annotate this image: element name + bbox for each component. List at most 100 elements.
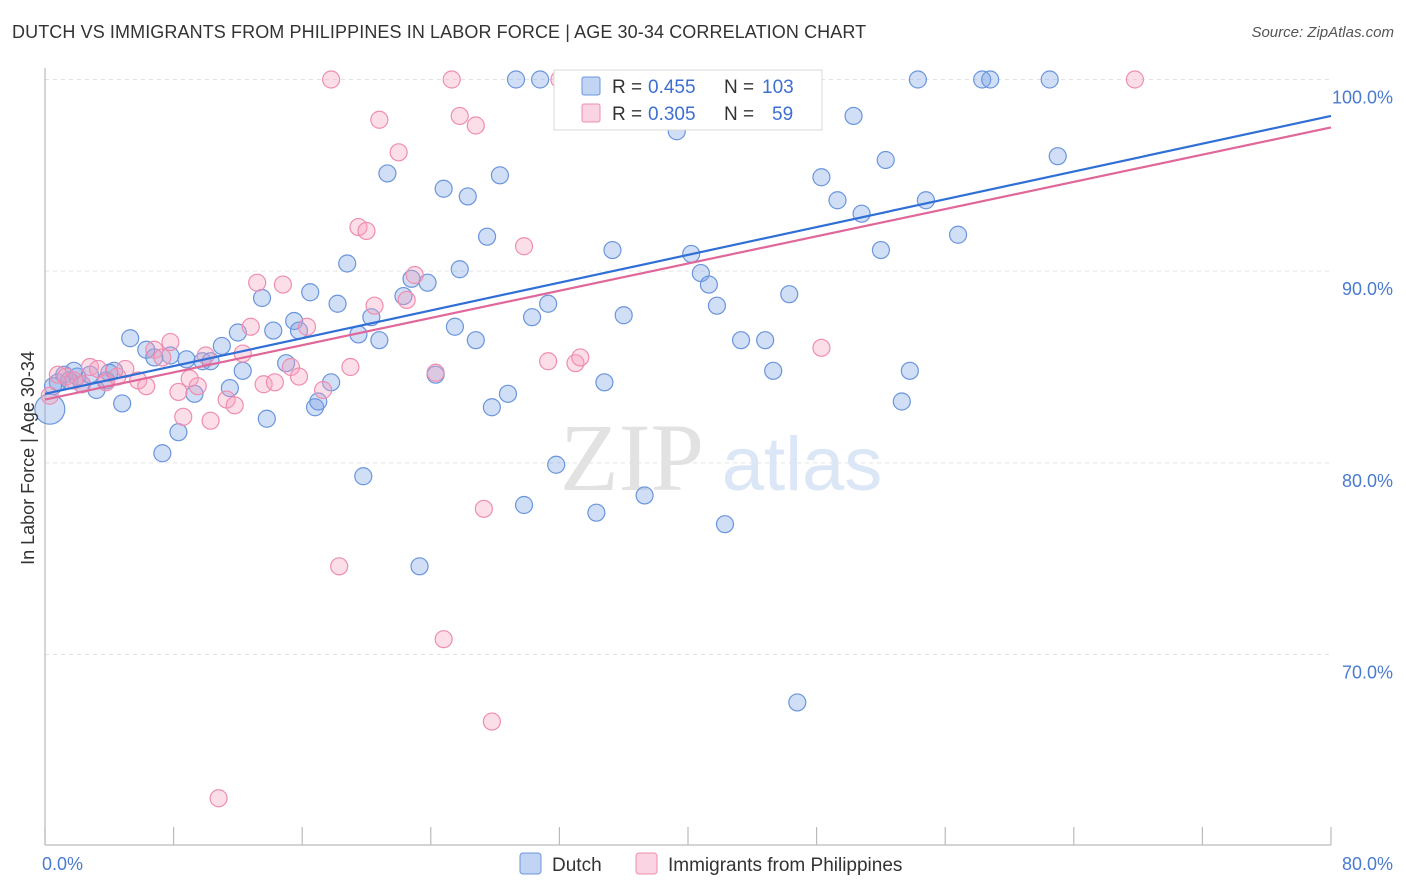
philippines-point xyxy=(225,396,244,415)
philippines-point xyxy=(254,375,273,394)
dutch-point xyxy=(434,179,453,198)
philippines-point xyxy=(322,70,341,89)
dutch-point xyxy=(490,166,510,185)
philippines-point xyxy=(248,273,267,292)
philippines-point xyxy=(365,296,384,315)
legend-box xyxy=(553,69,823,131)
watermark: ZIP atlas xyxy=(560,404,882,511)
philippines-point xyxy=(571,348,590,367)
dutch-point xyxy=(539,294,558,313)
philippines-point xyxy=(241,317,260,336)
philippines-point xyxy=(313,380,333,400)
legend-r-value-philippines: 0.305 xyxy=(648,104,696,125)
tick-labels: 100.0% 90.0% 80.0% 70.0% 0.0% 80.0% xyxy=(42,88,1393,875)
philippines-point xyxy=(201,411,220,430)
dutch-point xyxy=(547,455,566,474)
dutch-point xyxy=(900,361,919,380)
dutch-points xyxy=(34,70,1067,712)
x-tick-label: 0.0% xyxy=(42,854,83,874)
philippines-point xyxy=(341,357,360,377)
watermark-zip: ZIP xyxy=(560,404,704,511)
philippines-point xyxy=(482,712,501,731)
philippines-point xyxy=(426,363,445,382)
philippines-point xyxy=(297,317,317,336)
dutch-point xyxy=(522,308,542,327)
dutch-point xyxy=(871,240,891,260)
dutch-point xyxy=(328,294,347,313)
dutch-point xyxy=(410,557,429,576)
philippines-point xyxy=(434,630,453,649)
dutch-point xyxy=(370,331,389,350)
legend-n-label-dutch: N = xyxy=(724,77,754,98)
dutch-point xyxy=(699,275,718,294)
y-tick-label: 80.0% xyxy=(1342,471,1393,491)
dutch-point xyxy=(309,392,328,411)
dutch-point xyxy=(916,191,936,210)
dutch-point xyxy=(220,378,239,398)
philippines-point xyxy=(539,352,558,371)
philippines-point xyxy=(466,116,485,135)
dutch-point xyxy=(466,331,485,350)
dutch-point xyxy=(876,150,895,170)
dutch-point xyxy=(780,285,799,304)
dutch-point xyxy=(635,486,654,505)
philippines-point xyxy=(330,557,349,576)
bottom-legend-label-dutch: Dutch xyxy=(552,855,602,876)
legend-swatch-philippines xyxy=(581,103,601,123)
dutch-point xyxy=(338,254,357,273)
philippines-point xyxy=(514,237,534,256)
chart-title: DUTCH VS IMMIGRANTS FROM PHILIPPINES IN … xyxy=(12,22,867,42)
philippines-point xyxy=(397,290,416,310)
dutch-point xyxy=(450,260,469,279)
legend-swatch-dutch xyxy=(581,76,601,96)
dutch-point xyxy=(153,444,172,463)
philippines-point xyxy=(812,338,831,357)
dutch-point xyxy=(445,317,465,336)
y-tick-label: 90.0% xyxy=(1342,279,1393,299)
dutch-point xyxy=(252,288,272,308)
philippines-point xyxy=(265,373,284,392)
bottom-legend-swatch-dutch xyxy=(519,852,542,875)
axes xyxy=(44,68,1332,846)
legend-n-value-philippines: 59 xyxy=(772,104,793,125)
dutch-point xyxy=(828,191,847,210)
y-axis-label: In Labor Force | Age 30-34 xyxy=(18,351,38,565)
philippines-point xyxy=(169,382,188,402)
dutch-point xyxy=(121,329,140,348)
dutch-point xyxy=(788,693,807,712)
legend-r-label-philippines: R = xyxy=(612,104,642,125)
trend-lines xyxy=(44,114,1332,401)
dutch-point xyxy=(477,227,497,246)
watermark-atlas: atlas xyxy=(722,422,883,507)
legend-n-value-dutch: 103 xyxy=(762,77,794,98)
dutch-point xyxy=(981,70,1000,89)
dutch-point xyxy=(715,515,735,534)
dutch-trend-line xyxy=(44,114,1332,395)
philippines-point xyxy=(289,367,309,386)
legend-n-label-philippines: N = xyxy=(724,104,754,125)
dutch-point xyxy=(844,106,863,126)
dutch-point xyxy=(707,296,727,315)
dutch-point xyxy=(1040,70,1059,89)
philippines-point xyxy=(442,70,461,89)
dutch-point xyxy=(482,398,501,417)
dutch-point xyxy=(1048,147,1067,166)
dutch-point xyxy=(587,503,606,522)
dutch-point xyxy=(378,164,397,183)
dutch-point xyxy=(301,283,320,302)
source-label: Source: ZipAtlas.com xyxy=(1251,24,1394,41)
y-tick-label: 70.0% xyxy=(1342,663,1393,683)
x-tick-label: 80.0% xyxy=(1342,854,1393,874)
dutch-point xyxy=(113,394,132,413)
dutch-point xyxy=(595,373,614,392)
philippines-point xyxy=(566,354,585,373)
philippines-point xyxy=(40,386,59,405)
dutch-point xyxy=(731,331,751,350)
philippines-point xyxy=(405,265,424,285)
philippines-point xyxy=(474,499,493,518)
dutch-point xyxy=(233,361,252,380)
dutch-point xyxy=(948,225,968,244)
y-tick-label: 100.0% xyxy=(1332,88,1393,108)
philippines-point xyxy=(1125,70,1144,89)
